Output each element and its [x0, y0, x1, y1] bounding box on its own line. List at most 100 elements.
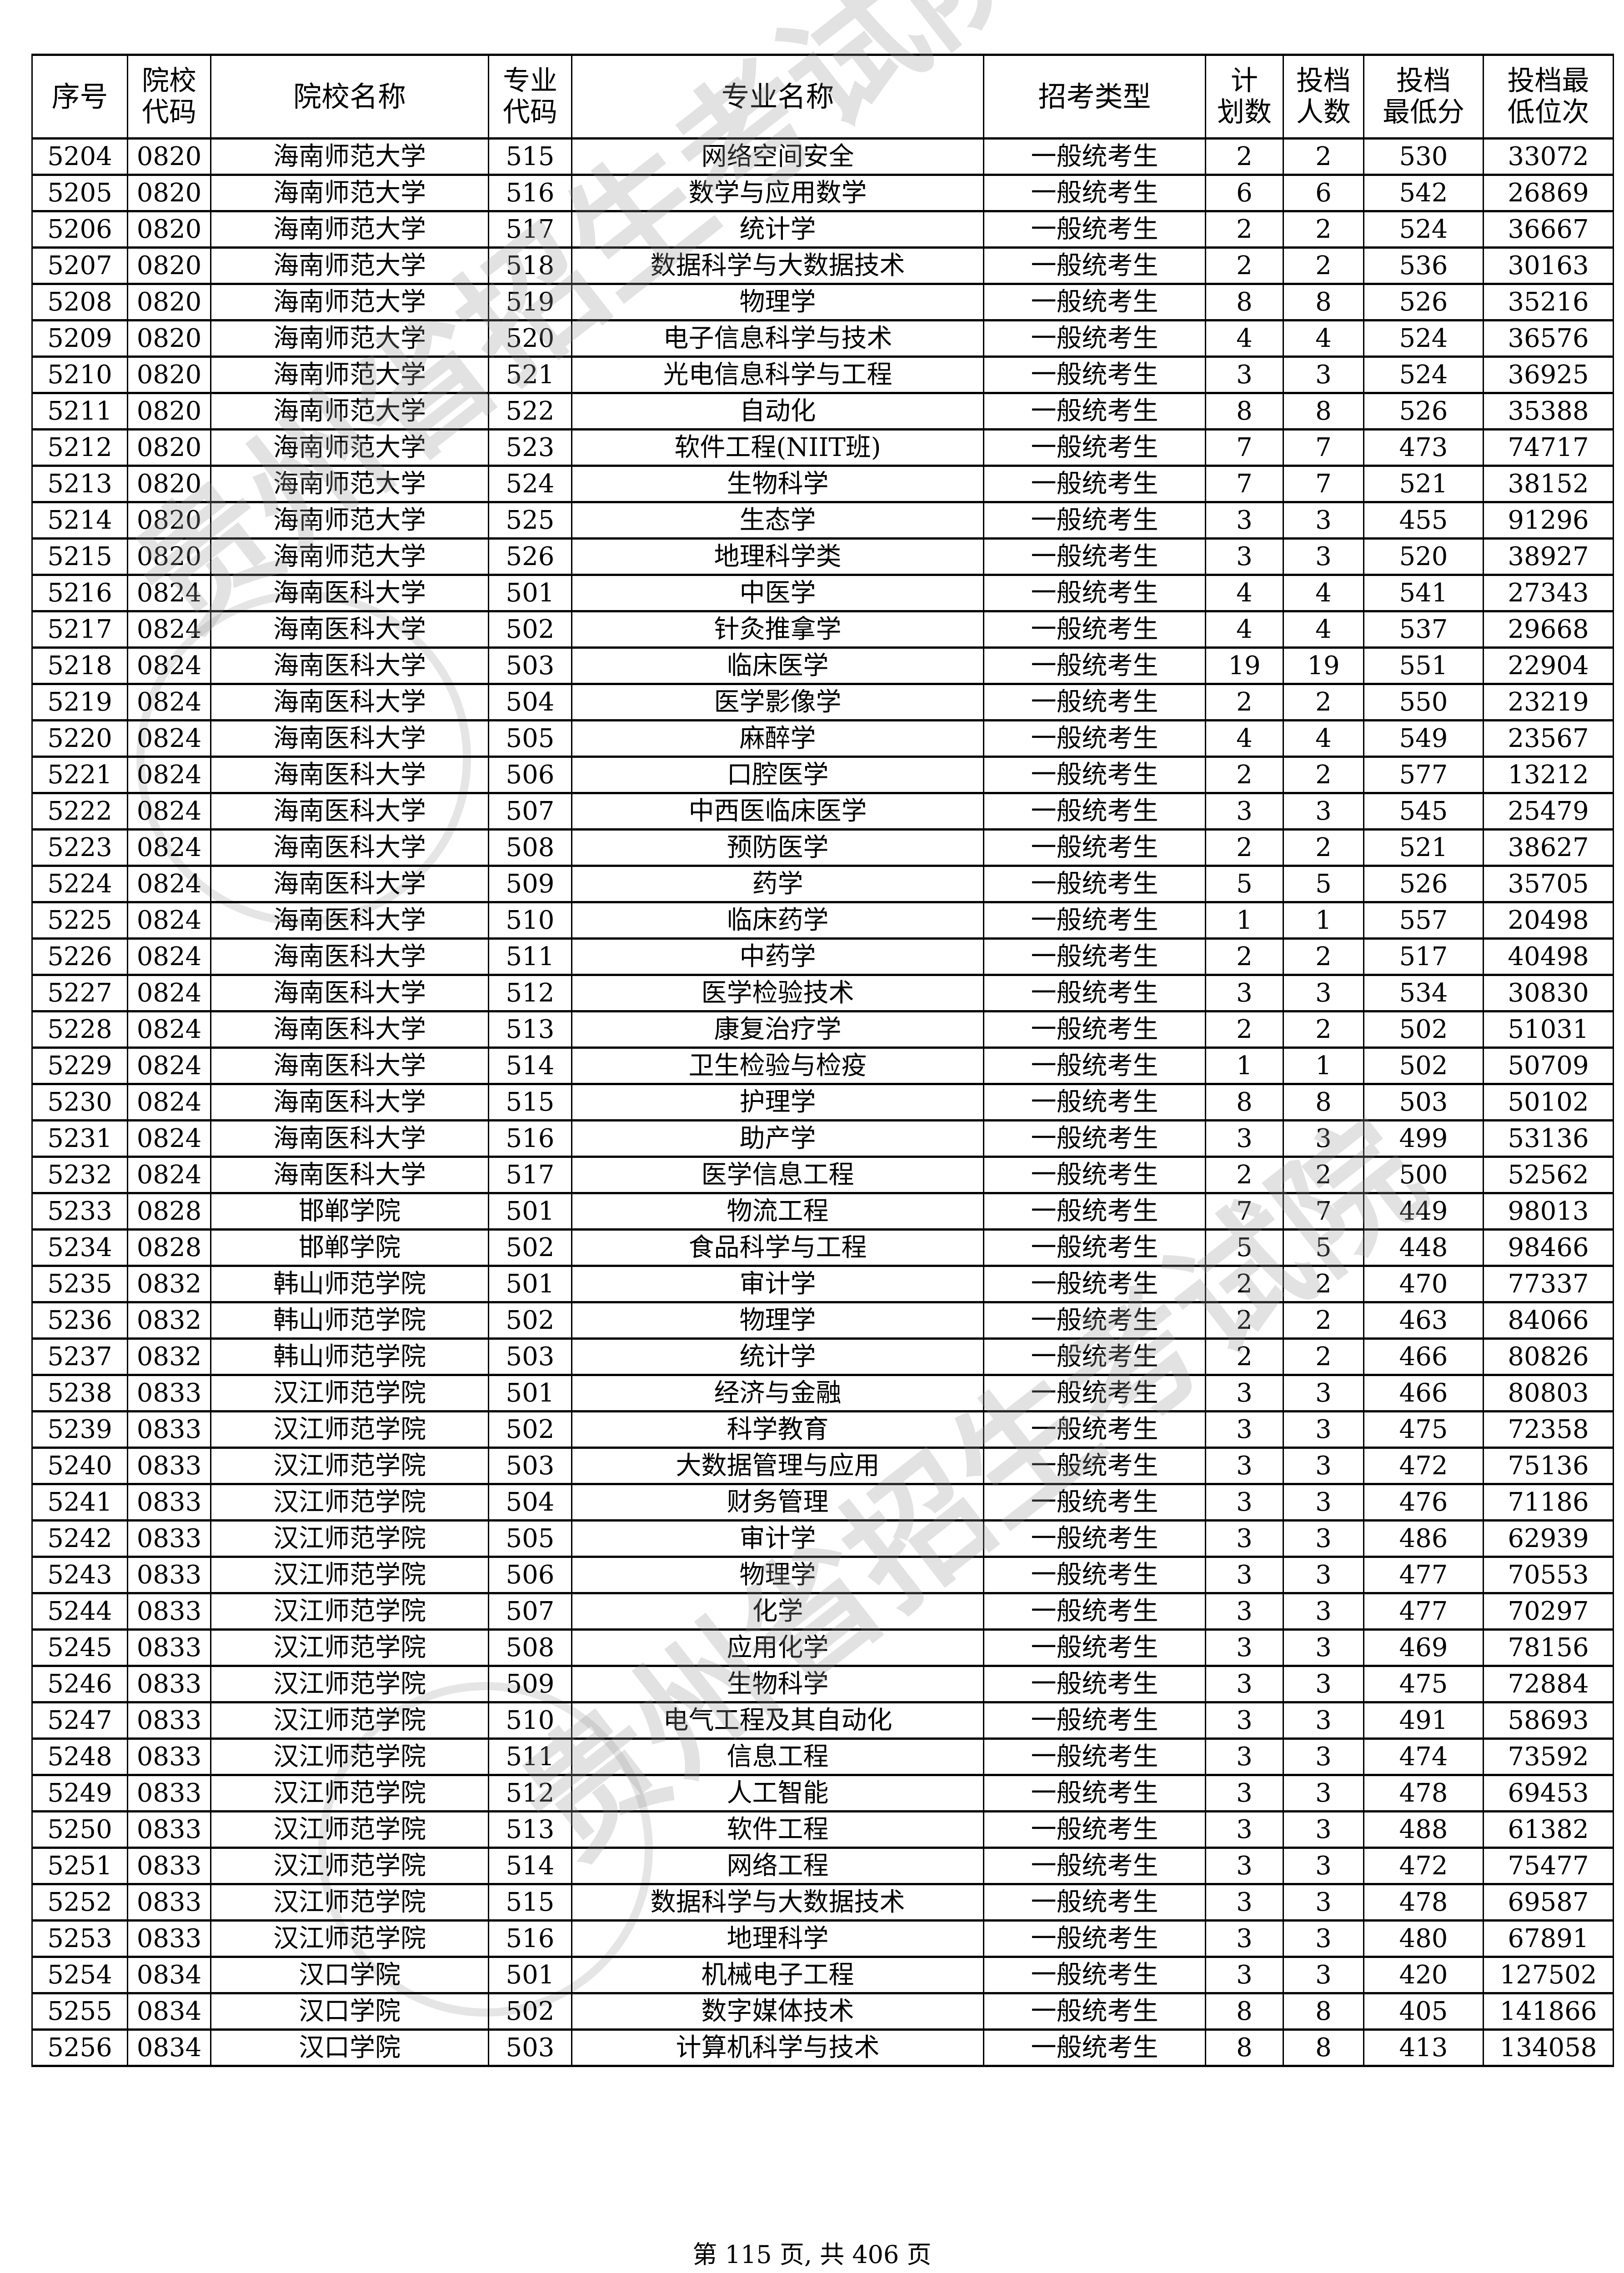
- cell-min-score: 475: [1363, 1410, 1484, 1449]
- cell-exam-type: 一般统考生: [983, 1010, 1206, 1049]
- header-admitted-count: 投档 人数: [1283, 54, 1364, 140]
- cell-min-score: 521: [1363, 465, 1484, 503]
- cell-major-code: 502: [488, 1410, 572, 1449]
- cell-min-rank: 75477: [1483, 1847, 1614, 1885]
- cell-min-rank: 38927: [1483, 537, 1614, 576]
- cell-admitted-count: 6: [1283, 174, 1364, 212]
- cell-major-code: 501: [488, 1192, 572, 1231]
- cell-min-rank: 35705: [1483, 865, 1614, 903]
- cell-min-score: 502: [1363, 1010, 1484, 1049]
- cell-major-code: 520: [488, 319, 572, 358]
- table-row: 5208 0820 海南师范大学 519 物理学 一般统考生 8 8 526 35216: [31, 283, 1614, 321]
- cell-major-code: 522: [488, 392, 572, 431]
- cell-school-code: 0820: [127, 465, 211, 503]
- cell-min-rank: 23567: [1483, 719, 1614, 758]
- cell-school-code: 0820: [127, 537, 211, 576]
- cell-exam-type: 一般统考生: [983, 901, 1206, 940]
- cell-major-code: 524: [488, 465, 572, 503]
- table-row: 5205 0820 海南师范大学 516 数学与应用数学 一般统考生 6 6 542 26869: [31, 174, 1614, 212]
- cell-exam-type: 一般统考生: [983, 610, 1206, 649]
- cell-major-name: 医学检验技术: [571, 974, 984, 1012]
- cell-exam-type: 一般统考生: [983, 283, 1206, 321]
- cell-seq: 5251: [31, 1847, 128, 1885]
- header-line: 院校名称: [293, 80, 406, 113]
- cell-seq: 5240: [31, 1447, 128, 1485]
- cell-admitted-count: 5: [1283, 1228, 1364, 1267]
- cell-admitted-count: 3: [1283, 1592, 1364, 1631]
- cell-school-name: 海南师范大学: [210, 210, 489, 249]
- cell-seq: 5219: [31, 683, 128, 721]
- header-line: 投档最: [1507, 65, 1589, 97]
- header-line: 招考类型: [1038, 80, 1151, 113]
- cell-admitted-count: 3: [1283, 1774, 1364, 1812]
- cell-min-rank: 71186: [1483, 1483, 1614, 1522]
- cell-admitted-count: 2: [1283, 828, 1364, 867]
- cell-seq: 5239: [31, 1410, 128, 1449]
- cell-seq: 5206: [31, 210, 128, 249]
- cell-plan-count: 3: [1205, 1883, 1284, 1922]
- cell-min-score: 469: [1363, 1628, 1484, 1667]
- table-row: 5256 0834 汉口学院 503 计算机科学与技术 一般统考生 8 8 413 134058: [31, 2028, 1614, 2067]
- cell-seq: 5225: [31, 901, 128, 940]
- cell-school-code: 0824: [127, 828, 211, 867]
- cell-seq: 5246: [31, 1665, 128, 1703]
- cell-major-name: 护理学: [571, 1083, 984, 1121]
- cell-min-score: 463: [1363, 1301, 1484, 1340]
- cell-min-rank: 98013: [1483, 1192, 1614, 1231]
- cell-min-rank: 20498: [1483, 901, 1614, 940]
- cell-exam-type: 一般统考生: [983, 246, 1206, 285]
- cell-min-rank: 27343: [1483, 574, 1614, 612]
- cell-admitted-count: 3: [1283, 1665, 1364, 1703]
- cell-school-code: 0824: [127, 719, 211, 758]
- cell-plan-count: 3: [1205, 537, 1284, 576]
- table-row: 5225 0824 海南医科大学 510 临床药学 一般统考生 1 1 557 20498: [31, 901, 1614, 940]
- cell-plan-count: 3: [1205, 1701, 1284, 1740]
- cell-admitted-count: 3: [1283, 1483, 1364, 1522]
- cell-school-code: 0833: [127, 1737, 211, 1776]
- cell-admitted-count: 7: [1283, 465, 1364, 503]
- cell-plan-count: 3: [1205, 1956, 1284, 1994]
- cell-plan-count: 3: [1205, 1592, 1284, 1631]
- cell-exam-type: 一般统考生: [983, 792, 1206, 831]
- cell-school-code: 0828: [127, 1228, 211, 1267]
- cell-exam-type: 一般统考生: [983, 465, 1206, 503]
- cell-admitted-count: 4: [1283, 574, 1364, 612]
- cell-school-name: 汉江师范学院: [210, 1556, 489, 1594]
- cell-major-name: 财务管理: [571, 1483, 984, 1522]
- cell-major-name: 物理学: [571, 283, 984, 321]
- cell-plan-count: 2: [1205, 1010, 1284, 1049]
- cell-school-name: 海南医科大学: [210, 683, 489, 721]
- cell-min-rank: 77337: [1483, 1265, 1614, 1303]
- cell-min-rank: 69453: [1483, 1774, 1614, 1812]
- cell-seq: 5224: [31, 865, 128, 903]
- table-row: 5250 0833 汉江师范学院 513 软件工程 一般统考生 3 3 488 61382: [31, 1810, 1614, 1849]
- cell-seq: 5237: [31, 1337, 128, 1376]
- cell-school-name: 海南师范大学: [210, 283, 489, 321]
- cell-major-code: 503: [488, 1337, 572, 1376]
- table-row: 5242 0833 汉江师范学院 505 审计学 一般统考生 3 3 486 62939: [31, 1519, 1614, 1558]
- cell-min-rank: 80803: [1483, 1374, 1614, 1412]
- cell-major-name: 医学信息工程: [571, 1156, 984, 1194]
- table-row: 5237 0832 韩山师范学院 503 统计学 一般统考生 2 2 466 80826: [31, 1337, 1614, 1376]
- cell-min-score: 557: [1363, 901, 1484, 940]
- cell-seq: 5205: [31, 174, 128, 212]
- cell-school-name: 海南医科大学: [210, 901, 489, 940]
- table-row: 5218 0824 海南医科大学 503 临床医学 一般统考生 19 19 551 22904: [31, 646, 1614, 685]
- cell-school-name: 海南师范大学: [210, 537, 489, 576]
- table-row: 5232 0824 海南医科大学 517 医学信息工程 一般统考生 2 2 500 52562: [31, 1156, 1614, 1194]
- table-row: 5209 0820 海南师范大学 520 电子信息科学与技术 一般统考生 4 4 524 3657…: [31, 319, 1614, 358]
- cell-admitted-count: 8: [1283, 1083, 1364, 1121]
- cell-exam-type: 一般统考生: [983, 319, 1206, 358]
- cell-school-name: 汉江师范学院: [210, 1592, 489, 1631]
- cell-min-rank: 51031: [1483, 1010, 1614, 1049]
- cell-school-code: 0833: [127, 1665, 211, 1703]
- cell-plan-count: 3: [1205, 1410, 1284, 1449]
- cell-exam-type: 一般统考生: [983, 1301, 1206, 1340]
- cell-major-code: 503: [488, 1447, 572, 1485]
- cell-major-code: 513: [488, 1810, 572, 1849]
- cell-plan-count: 4: [1205, 610, 1284, 649]
- cell-school-name: 海南师范大学: [210, 501, 489, 540]
- cell-admitted-count: 2: [1283, 137, 1364, 176]
- cell-major-code: 503: [488, 646, 572, 685]
- cell-major-name: 大数据管理与应用: [571, 1447, 984, 1485]
